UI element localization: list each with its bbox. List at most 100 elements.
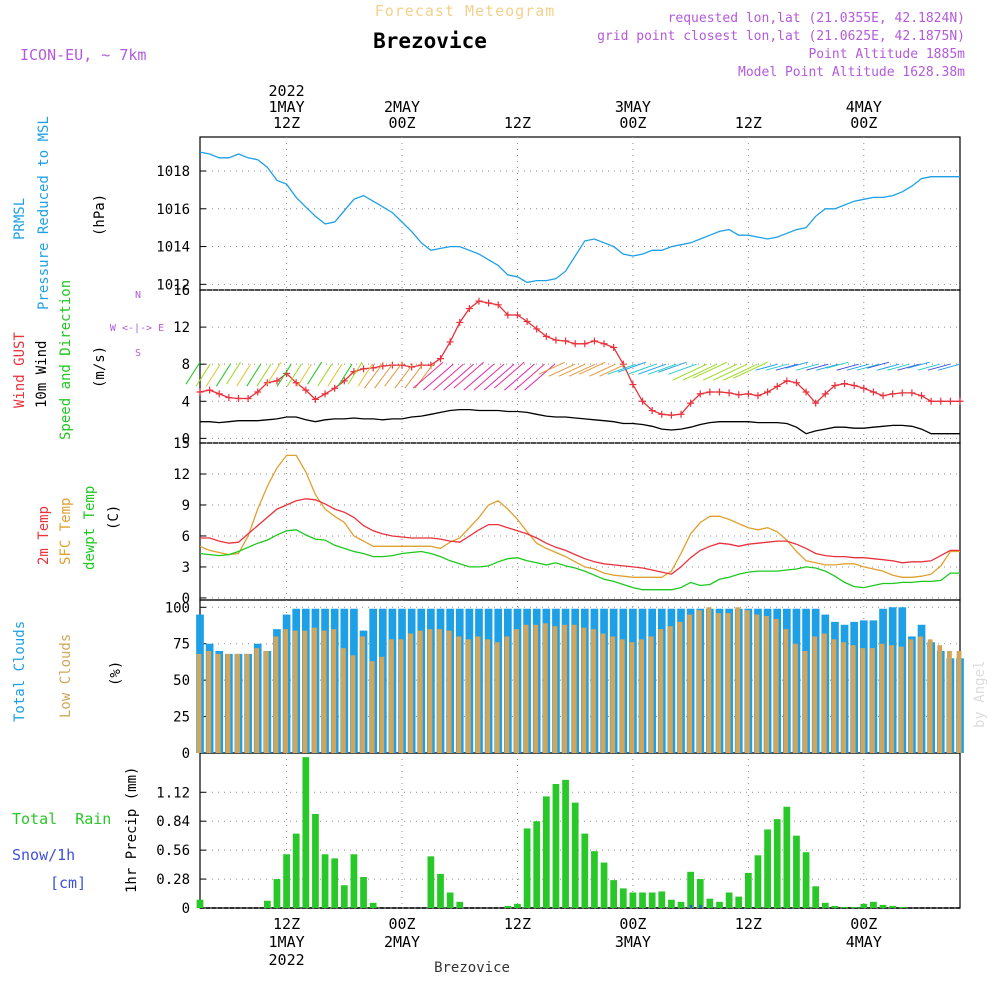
wind-arrow — [755, 363, 778, 371]
low-clouds-bar — [514, 629, 519, 753]
dewpt-label: dewpt Temp — [82, 486, 98, 570]
low-clouds-bar — [850, 645, 856, 753]
wind-arrow — [347, 361, 363, 385]
y-tick-label: 1012 — [156, 277, 190, 293]
low-clouds-bar — [831, 639, 837, 753]
gust-marker — [234, 394, 242, 402]
gust-marker — [600, 340, 608, 348]
snow-bar — [699, 904, 702, 908]
wind-arrow — [433, 363, 464, 391]
low-clouds-bar — [571, 624, 577, 753]
compass-s: S — [135, 348, 141, 359]
low-clouds-bar — [735, 607, 741, 753]
gust-marker — [879, 392, 887, 400]
gust-marker — [841, 380, 849, 388]
low-clouds-bar — [658, 629, 664, 753]
y-tick-label: 16 — [173, 283, 190, 299]
wind-arrow — [538, 361, 566, 375]
time-label-top: 00Z — [850, 114, 877, 132]
gust-marker — [446, 338, 454, 346]
rain-bar — [812, 886, 820, 908]
low-clouds-bar — [870, 648, 875, 753]
low-clouds-bar — [706, 607, 712, 753]
y-tick-label: 4 — [182, 394, 190, 410]
time-label-bottom: 2022 — [269, 951, 305, 969]
gust-marker — [812, 399, 820, 407]
sfc-temp-line — [199, 454, 960, 578]
gust-marker — [590, 337, 598, 345]
pressure-label: Pressure Reduced to MSL — [36, 116, 52, 310]
gust-marker — [648, 407, 656, 415]
wind-arrow — [384, 361, 404, 387]
rain-bar — [523, 828, 531, 908]
y-tick-label: 0 — [182, 431, 190, 447]
y-tick-label: 1014 — [156, 240, 190, 256]
y-tick-label: 1016 — [156, 202, 190, 218]
pressure-line — [199, 151, 960, 284]
rain-bar — [841, 906, 848, 908]
wind-arrow — [775, 363, 798, 371]
wind-arrow — [317, 363, 333, 387]
gust-marker — [542, 332, 550, 340]
y-tick-label: 100 — [165, 600, 190, 616]
time-label-top: 12Z — [273, 114, 300, 132]
wind-arrow — [672, 363, 707, 381]
time-label-bottom: 12Z — [504, 915, 531, 933]
temp2m-label: 2m Temp — [36, 506, 52, 565]
low-clouds-bar — [331, 629, 337, 753]
wind-arrow — [226, 361, 241, 385]
low-clouds-bar — [812, 636, 818, 753]
wind-arrow — [205, 363, 221, 387]
rain-bar — [292, 833, 300, 908]
rain-bar — [889, 905, 897, 908]
wind-arrow — [816, 363, 839, 371]
rain-bar — [629, 892, 637, 908]
model-altitude: Model Point Altitude 1628.38m — [738, 65, 965, 80]
precip-unit: 1hr Precip (mm) — [124, 767, 140, 893]
rain-bar — [639, 892, 646, 908]
low-clouds-bar — [764, 616, 770, 753]
model-label: ICON-EU, ~ 7km — [20, 46, 146, 64]
wind-arrow — [856, 363, 880, 371]
y-tick-label: 0 — [182, 746, 190, 762]
rain-bar — [821, 902, 829, 908]
rain-bar — [427, 856, 435, 908]
wind-arrow — [195, 363, 211, 387]
location-title: Brezovice — [373, 29, 487, 53]
rain-bar — [706, 898, 714, 908]
rain-bar — [273, 879, 281, 908]
gust-marker — [831, 382, 839, 390]
gust-marker — [898, 389, 906, 397]
rain-bar — [331, 858, 339, 908]
gust-marker — [292, 379, 300, 387]
wind-arrow — [765, 363, 788, 371]
gust-marker — [225, 394, 233, 402]
low-clouds-bar — [206, 651, 212, 753]
rain-bar — [677, 901, 685, 908]
gust-marker — [619, 360, 627, 368]
rain-bar — [648, 892, 656, 908]
wind-arrow — [236, 363, 252, 387]
gust-marker — [302, 386, 310, 394]
gust-marker — [437, 355, 445, 363]
y-tick-label: 6 — [182, 529, 190, 545]
wind-arrow — [374, 363, 393, 389]
low-clouds-bar — [263, 651, 269, 753]
y-tick-label: 25 — [173, 710, 190, 726]
rain-bar — [773, 819, 781, 908]
low-clouds-bar — [273, 636, 279, 753]
low-clouds-bar — [562, 624, 568, 753]
low-clouds-bar — [879, 643, 885, 753]
low-clouds-bar — [427, 629, 433, 753]
gust-marker — [715, 388, 723, 396]
gust-marker — [783, 377, 791, 385]
rain-bar — [283, 854, 290, 908]
gust-line — [199, 300, 960, 416]
time-label-top: 00Z — [619, 114, 646, 132]
wind-arrow — [866, 361, 890, 369]
wind-arrow — [363, 363, 383, 389]
low-clouds-bar — [591, 629, 596, 753]
low-clouds-bar — [466, 639, 471, 753]
wind-arrow — [558, 363, 586, 377]
gust-marker — [764, 388, 772, 396]
